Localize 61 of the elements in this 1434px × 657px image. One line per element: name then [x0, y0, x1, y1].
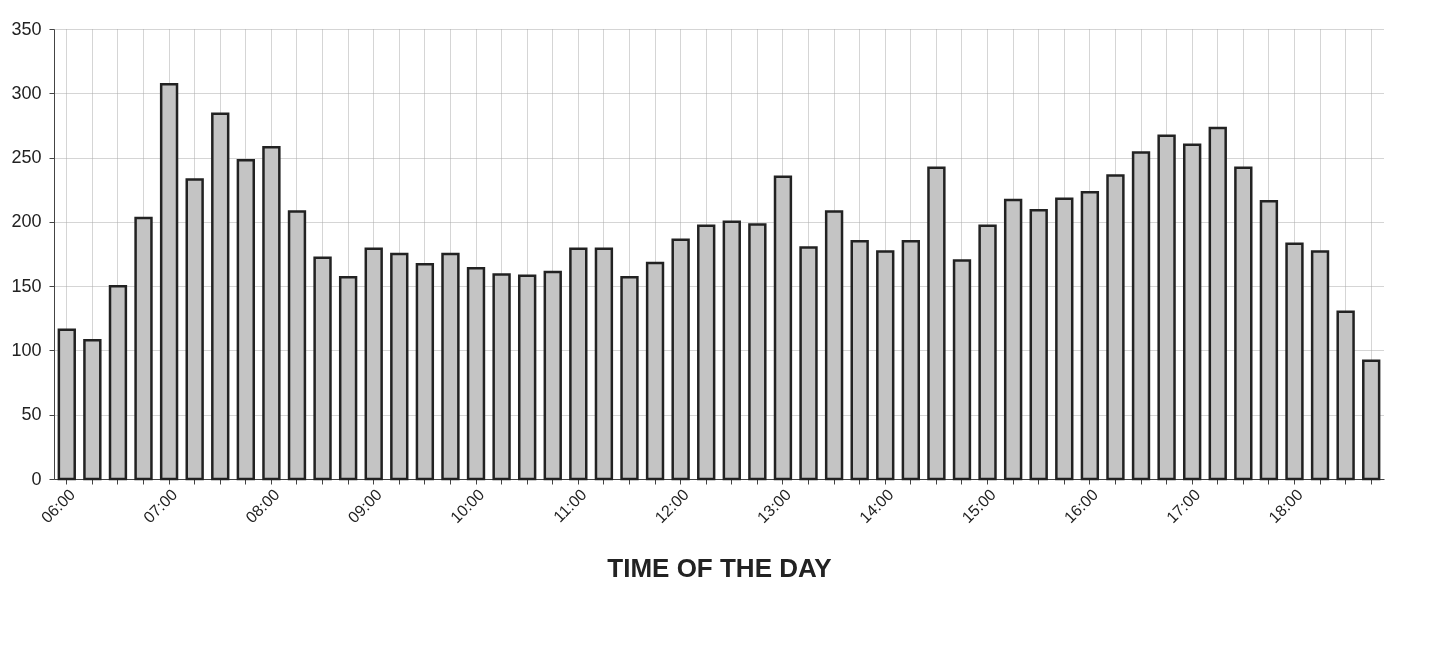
- bar: [671, 238, 690, 481]
- bar: [850, 239, 869, 481]
- bar: [1029, 209, 1048, 481]
- bar: [211, 112, 230, 481]
- bar: [262, 146, 281, 481]
- bar: [1336, 310, 1355, 481]
- bar: [313, 256, 332, 481]
- bar: [236, 158, 256, 481]
- bar: [927, 166, 946, 481]
- bar: [466, 266, 486, 481]
- y-tick-label: 300: [11, 82, 42, 103]
- bar: [287, 210, 307, 481]
- bar: [185, 178, 204, 481]
- bar: [1362, 359, 1381, 481]
- bar: [543, 270, 562, 481]
- x-axis-title: TIME OF THE DAY: [607, 553, 832, 584]
- bar: [569, 247, 588, 481]
- bar: [773, 175, 793, 481]
- bar: [824, 210, 844, 481]
- bar: [134, 216, 153, 481]
- bar: [1157, 134, 1176, 481]
- y-tick-label: 100: [11, 339, 42, 360]
- bar: [697, 224, 716, 481]
- bar: [57, 328, 76, 481]
- bar: [1208, 126, 1227, 481]
- bar: [415, 263, 435, 481]
- bar: [799, 246, 818, 481]
- bar: [1080, 191, 1100, 481]
- y-tick-label: 50: [21, 404, 42, 425]
- bar: [1310, 250, 1330, 481]
- bar: [1285, 242, 1304, 481]
- y-tick-label: 0: [31, 468, 42, 489]
- y-tick-label: 150: [11, 275, 42, 296]
- bar: [978, 224, 997, 481]
- bar: [338, 275, 358, 481]
- bar: [620, 275, 639, 481]
- bar: [390, 252, 409, 481]
- bar: [876, 250, 895, 481]
- bar: [1259, 200, 1279, 481]
- bar: [748, 223, 767, 481]
- bar: [1055, 197, 1074, 481]
- bar: [1182, 143, 1202, 481]
- bar: [364, 247, 383, 481]
- bar: [83, 338, 102, 481]
- bar: [1003, 198, 1023, 481]
- bar: [159, 83, 179, 481]
- bar: [517, 274, 537, 481]
- bar: [645, 261, 665, 481]
- y-tick-label: 200: [11, 211, 42, 232]
- bar: [722, 220, 741, 481]
- bar: [594, 247, 614, 481]
- y-tick-label: 350: [11, 18, 42, 39]
- bar: [492, 273, 511, 481]
- bar: [1234, 166, 1253, 481]
- bar: [1106, 174, 1125, 481]
- bar: [441, 252, 460, 481]
- bar: [108, 284, 128, 481]
- bar: [1131, 151, 1151, 481]
- bar: [952, 259, 972, 481]
- bar: [901, 239, 921, 481]
- y-tick-label: 250: [11, 147, 42, 168]
